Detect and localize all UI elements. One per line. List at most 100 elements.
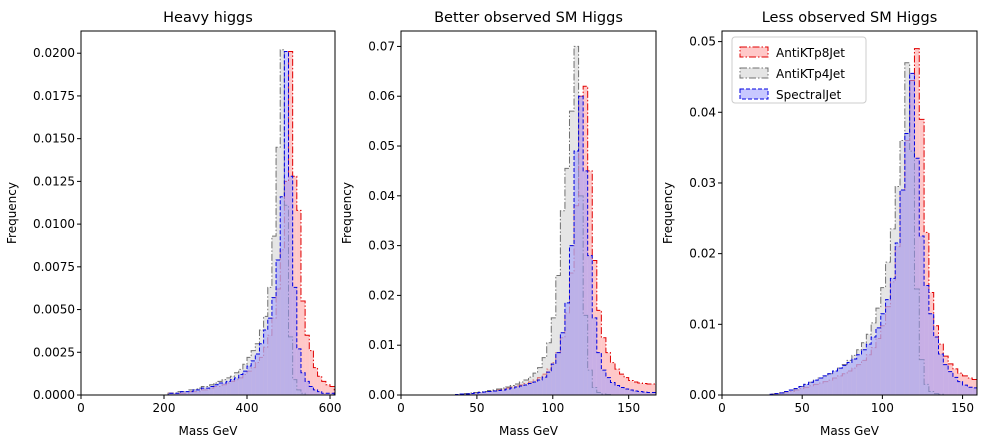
plot-area: [401, 45, 656, 395]
histogram-bar: [309, 386, 314, 395]
chart-title: Heavy higgs: [163, 10, 253, 26]
histogram-bar: [201, 388, 206, 395]
histogram-bar: [205, 388, 210, 395]
series-spectraljet: [401, 95, 656, 395]
chart-title: Less observed SM Higgs: [762, 10, 938, 26]
histogram-bar: [633, 391, 638, 395]
chart-panel-3: 0 50 100 150 0.00 0.01 0.02 0.03 0.04 0.05 Less ob…: [661, 10, 978, 438]
legend-swatch: [739, 67, 769, 79]
histogram-bar: [242, 371, 248, 395]
histogram-bar: [827, 373, 833, 395]
histogram-bar: [823, 375, 828, 395]
x-tick-label: 100: [871, 401, 894, 415]
histogram-bar: [259, 343, 264, 395]
histogram-bar: [271, 297, 277, 395]
histogram-bar: [193, 389, 198, 395]
axes-frame: [721, 30, 978, 396]
histogram-bar: [948, 371, 953, 395]
histogram-bar: [601, 337, 606, 395]
histogram-bar: [646, 392, 652, 395]
histogram-bar: [555, 275, 561, 395]
histogram-bar: [880, 313, 886, 395]
x-tick-label: 200: [153, 401, 176, 415]
y-axis-label: Frequency: [340, 182, 354, 244]
histogram-bar: [628, 390, 634, 395]
legend-item: SpectralJet: [739, 88, 841, 102]
histogram-bar: [904, 133, 910, 395]
y-tick-label: 0.0150: [33, 132, 75, 146]
histogram-bar: [624, 389, 629, 395]
histogram-bar: [592, 317, 597, 395]
histogram-bar: [871, 337, 876, 395]
legend-swatch: [739, 46, 769, 58]
histogram-bar: [651, 384, 656, 395]
x-tick-label: 100: [541, 401, 564, 415]
histogram-bar: [952, 377, 958, 395]
histogram-bar: [325, 384, 331, 395]
histogram-bar: [528, 383, 534, 395]
y-tick-label: 0.00: [368, 388, 395, 402]
y-tick-label: 0.0200: [33, 46, 75, 60]
legend-swatch: [739, 88, 769, 100]
histogram-bar: [309, 350, 314, 395]
legend-item: AntiKTp8Jet: [739, 46, 845, 60]
y-tick-label: 0.03: [689, 176, 716, 190]
histogram-bar: [646, 384, 652, 395]
histogram-bar: [296, 348, 301, 395]
y-tick-label: 0.02: [368, 288, 395, 302]
histogram-bar: [569, 245, 575, 395]
histogram-outline: [81, 51, 335, 395]
histogram-bar: [501, 390, 506, 395]
chart-panel-2: 0 50 100 150 0.00 0.01 0.02 0.03 0.04 0.05 0.06 0.0…: [340, 10, 657, 438]
histogram-bar: [280, 196, 285, 395]
histogram-bar: [551, 317, 556, 395]
y-tick-label: 0.01: [689, 317, 716, 331]
x-tick-label: 0: [718, 401, 726, 415]
x-tick-label: 0: [397, 401, 405, 415]
histogram-bar: [230, 379, 235, 395]
histogram-bar: [564, 302, 570, 395]
histogram-bar: [914, 158, 920, 395]
histogram-bar: [900, 190, 905, 395]
histogram-bar: [794, 388, 799, 395]
y-tick-label: 0.0100: [33, 217, 75, 231]
histogram-bar: [637, 383, 643, 395]
histogram-bar: [560, 332, 565, 395]
histogram-bar: [928, 313, 934, 395]
histogram-bar: [774, 393, 780, 395]
histogram-bar: [300, 372, 306, 395]
y-tick-label: 0.04: [368, 189, 395, 203]
x-tick-label: 150: [951, 401, 974, 415]
histogram-bar: [478, 392, 483, 395]
histogram-bar: [818, 378, 824, 395]
histogram-bar: [943, 364, 949, 395]
histogram-outline: [722, 72, 977, 395]
histogram-bar: [247, 365, 252, 395]
histogram-bar: [555, 352, 561, 395]
histogram-bar: [624, 377, 629, 395]
histogram-bar: [798, 386, 804, 395]
histogram-bar: [313, 389, 318, 395]
histogram-bar: [842, 365, 848, 395]
histogram-bar: [305, 335, 310, 395]
histogram-bar: [587, 255, 593, 395]
histogram-bar: [305, 381, 310, 395]
histogram-bar: [642, 383, 647, 395]
histogram-bar: [808, 382, 814, 395]
histogram-bar: [972, 379, 977, 395]
histogram-bar: [583, 170, 588, 395]
histogram-bar: [779, 392, 785, 395]
histogram-outline: [401, 95, 656, 395]
axes-frame: [400, 30, 657, 396]
plot-area: [722, 48, 977, 395]
y-tick-label: 0.0125: [33, 174, 75, 188]
histogram-bar: [276, 259, 281, 395]
x-tick-label: 0: [77, 401, 85, 415]
y-tick-label: 0.07: [368, 39, 395, 53]
histogram-bar: [856, 354, 862, 395]
x-tick-label: 50: [795, 401, 810, 415]
y-tick-label: 0.0075: [33, 260, 75, 274]
x-axis-label: Mass GeV: [820, 424, 880, 438]
histogram-bar: [972, 387, 977, 395]
histogram-bar: [919, 235, 925, 395]
